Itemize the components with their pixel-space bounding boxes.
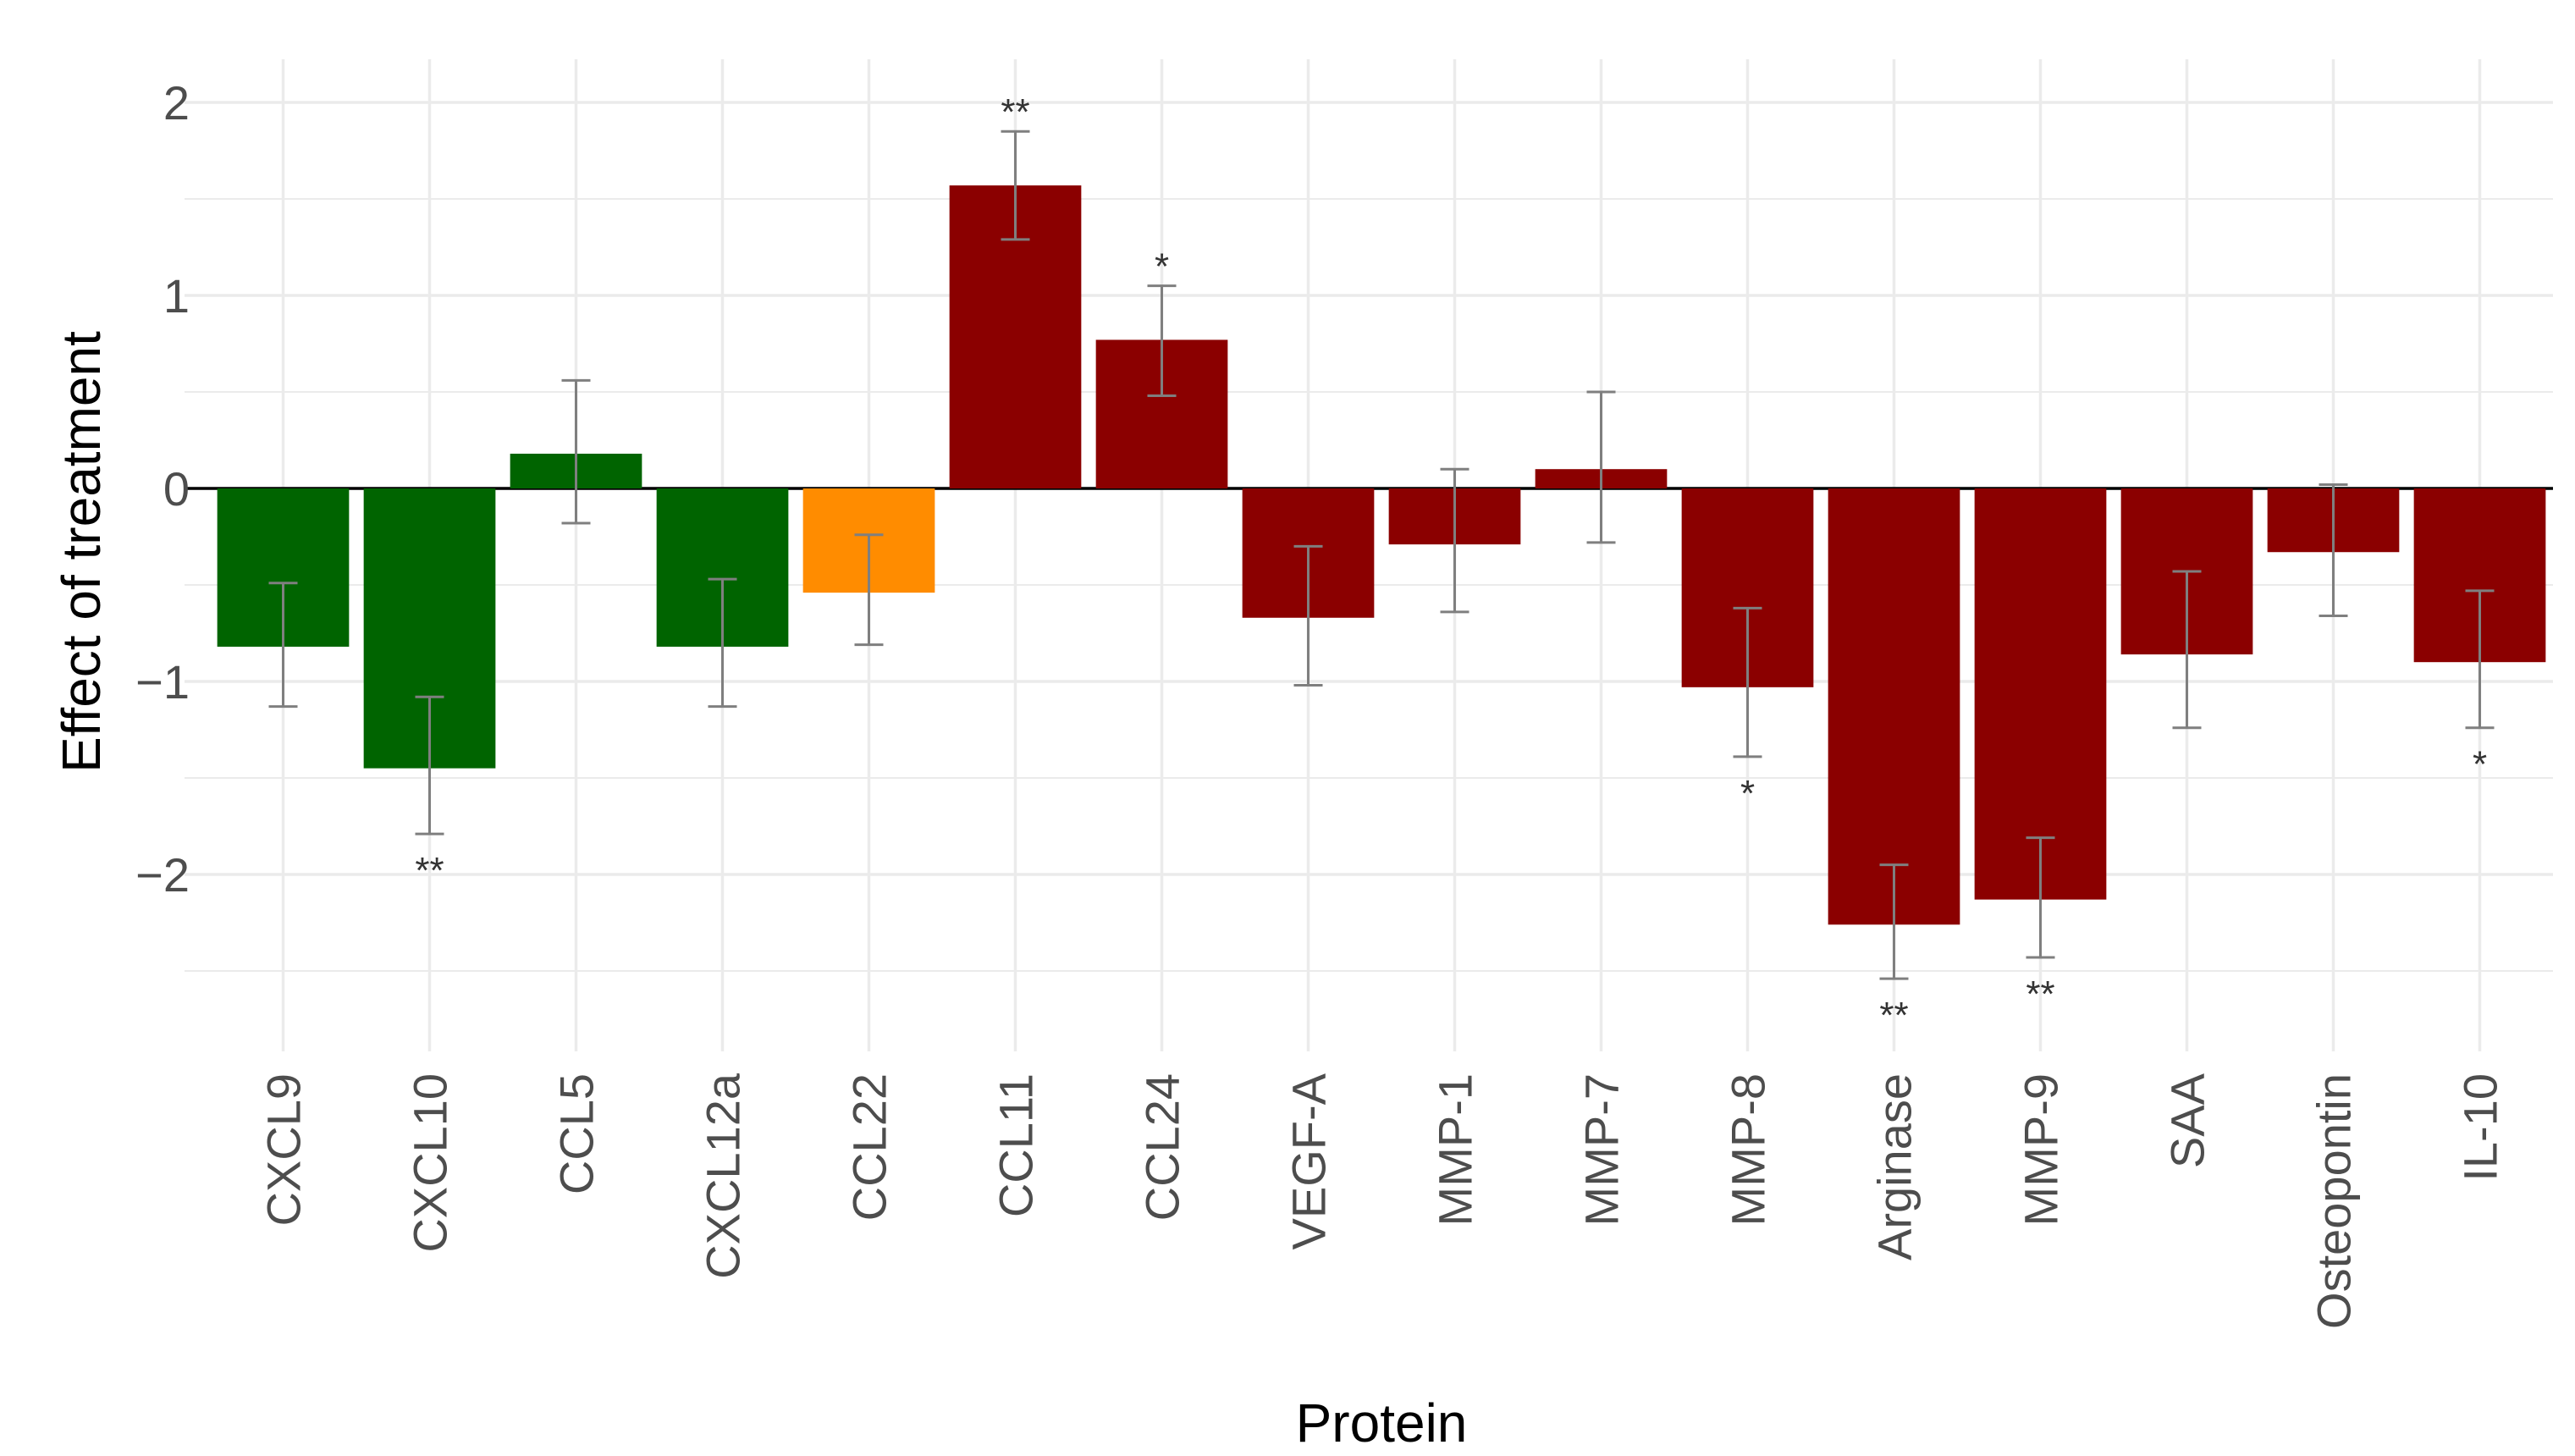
error-bar-saa <box>2172 570 2202 730</box>
y-axis-ticks: 2 1 0 −1 −2 <box>135 76 190 902</box>
x-tick-label-cxcl9: CXCL9 <box>257 1073 311 1227</box>
error-bar-ccl5 <box>561 378 591 525</box>
y-tick-label: 2 <box>163 76 190 130</box>
x-tick-label-cxcl10: CXCL10 <box>404 1073 457 1253</box>
x-axis-ticks: CXCL9 CXCL10 CCL5 CXCL12a CCL22 CCL11 CCL24 VEG… <box>257 1073 2507 1329</box>
x-tick-label-vegf-a: VEGF-A <box>1282 1073 1336 1249</box>
x-tick-label-saa: SAA <box>2161 1073 2214 1168</box>
error-bar-mmp-1 <box>1440 467 1469 614</box>
x-tick-label-osteopontin: Osteopontin <box>2308 1073 2361 1329</box>
error-bar-il-10 <box>2465 589 2495 730</box>
y-tick-label: −1 <box>135 655 190 709</box>
bar-mmp-9 <box>1974 488 2107 900</box>
x-tick-label-il-10: IL-10 <box>2454 1073 2507 1182</box>
x-tick-label-mmp-9: MMP-9 <box>2015 1073 2068 1226</box>
error-bars-layer <box>268 130 2495 980</box>
x-tick-label-ccl22: CCL22 <box>843 1073 896 1221</box>
significance-label-ccl24: * <box>1155 246 1169 288</box>
significance-label-mmp-8: * <box>1740 773 1755 814</box>
error-bar-mmp-7 <box>1586 390 1616 544</box>
error-bar-mmp-8 <box>1733 606 1762 758</box>
x-axis-title: Protein <box>1296 1393 1468 1453</box>
significance-layer: *********** <box>415 91 2487 1036</box>
x-tick-label-cxcl12a: CXCL12a <box>697 1073 750 1279</box>
significance-label-il-10: * <box>2473 744 2487 786</box>
significance-label-arginase: ** <box>1879 995 1908 1036</box>
error-bar-arginase <box>1879 863 1909 980</box>
error-bar-osteopontin <box>2319 483 2348 617</box>
significance-label-cxcl10: ** <box>415 850 444 891</box>
error-bar-ccl22 <box>854 533 884 647</box>
error-bar-cxcl12a <box>708 577 737 709</box>
y-axis-title: Effect of treatment <box>51 331 112 773</box>
error-bar-ccl24 <box>1147 284 1177 398</box>
x-tick-label-arginase: Arginase <box>1868 1073 1922 1260</box>
error-bar-vegf-a <box>1293 544 1323 687</box>
x-tick-label-mmp-7: MMP-7 <box>1575 1073 1629 1226</box>
error-bar-cxcl10 <box>415 695 444 836</box>
x-tick-label-ccl5: CCL5 <box>550 1073 604 1194</box>
error-bar-ccl11 <box>1001 130 1030 241</box>
x-tick-label-ccl11: CCL11 <box>990 1073 1043 1217</box>
x-tick-label-mmp-1: MMP-1 <box>1429 1073 1482 1226</box>
bar-arginase <box>1828 488 1960 925</box>
y-tick-label: −2 <box>135 848 190 902</box>
y-tick-label: 1 <box>163 269 190 323</box>
significance-label-ccl11: ** <box>1001 91 1029 133</box>
x-tick-label-ccl24: CCL24 <box>1136 1073 1189 1221</box>
x-tick-label-mmp-8: MMP-8 <box>1722 1073 1775 1226</box>
error-bar-mmp-9 <box>2026 836 2055 959</box>
significance-label-mmp-9: ** <box>2026 973 2054 1015</box>
y-tick-label: 0 <box>163 462 190 516</box>
error-bar-cxcl9 <box>268 582 298 709</box>
